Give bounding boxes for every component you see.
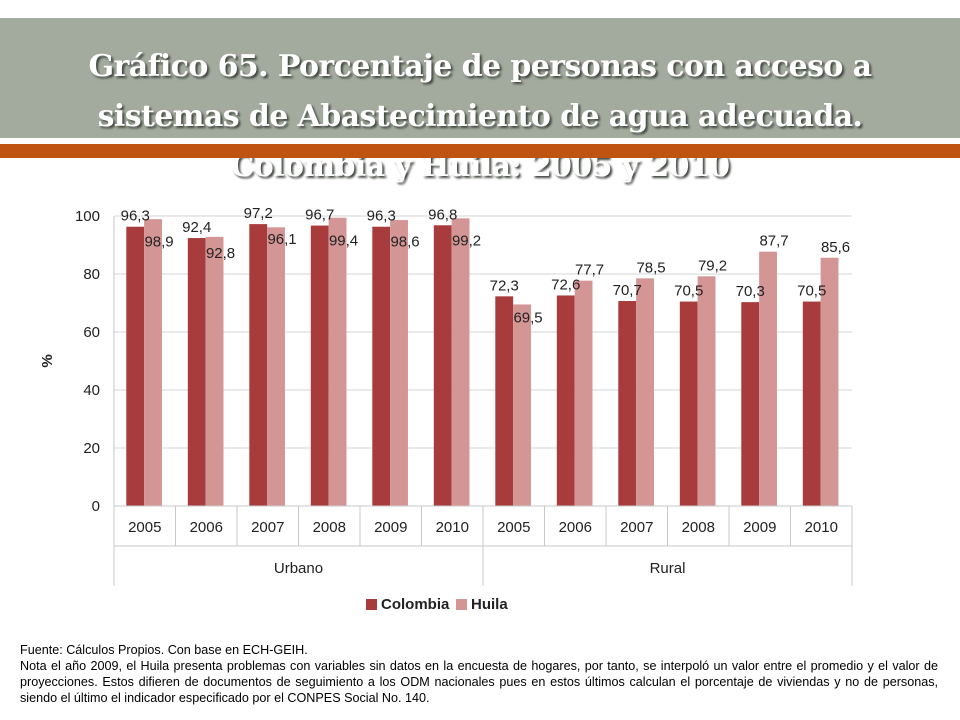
bar-huila-3: [328, 217, 347, 507]
x-tick-label: 2009: [743, 519, 776, 536]
y-tick-label: 0: [92, 498, 100, 515]
page-title: Gráfico 65. Porcentaje de personas con a…: [88, 49, 873, 184]
y-tick-label: 20: [83, 440, 100, 457]
bar-huila-4: [390, 220, 408, 506]
data-label-colombia: 96,3: [367, 208, 396, 225]
data-label-colombia: 96,7: [305, 207, 334, 224]
title-banner: Gráfico 65. Porcentaje de personas con a…: [0, 18, 960, 184]
data-label-huila: 69,5: [513, 309, 542, 326]
data-label-huila: 98,9: [144, 234, 173, 251]
group-label-urbano: Urbano: [274, 560, 323, 577]
x-tick-label: 2005: [497, 519, 530, 536]
bar-huila-6: [513, 304, 531, 506]
x-tick-label: 2010: [805, 519, 838, 536]
data-label-huila: 79,2: [698, 257, 727, 274]
bar-colombia-4: [372, 226, 391, 507]
data-label-colombia: 70,3: [736, 283, 765, 300]
bar-huila-11: [820, 257, 839, 506]
legend-swatch-huila: [456, 599, 467, 610]
bar-chart: 0 20 40 60 80 100% 96,3 98,9 92,4 92,8 97,2 96,1 96,…: [39, 205, 853, 613]
methodology-note: Nota el año 2009, el Huila presenta prob…: [20, 659, 938, 705]
bar-colombia-8: [618, 300, 637, 506]
x-tick-label: 2007: [251, 519, 284, 536]
x-tick-label: 2008: [682, 519, 715, 536]
x-tick-label: 2006: [559, 519, 592, 536]
data-label-huila: 92,8: [206, 245, 235, 262]
data-label-huila: 99,4: [329, 233, 358, 250]
data-label-colombia: 96,3: [121, 208, 150, 225]
bar-colombia-5: [433, 225, 452, 506]
data-label-colombia: 70,7: [613, 282, 642, 299]
x-tick-label: 2006: [190, 519, 223, 536]
y-axis-label: %: [39, 354, 56, 367]
bar-colombia-11: [802, 301, 821, 506]
bar-huila-0: [144, 219, 162, 506]
data-label-colombia: 70,5: [674, 283, 703, 300]
data-label-huila: 77,7: [575, 262, 604, 279]
bar-colombia-7: [556, 295, 575, 506]
legend-label-colombia: Colombia: [381, 596, 450, 613]
x-tick-label: 2007: [620, 519, 653, 536]
data-label-huila: 99,2: [452, 232, 481, 249]
data-label-huila: 98,6: [390, 234, 419, 251]
bar-huila-2: [267, 227, 285, 506]
x-tick-label: 2009: [374, 519, 407, 536]
y-tick-label: 60: [83, 324, 100, 341]
group-label-rural: Rural: [650, 560, 686, 577]
bar-huila-10: [759, 251, 777, 506]
data-label-huila: 85,6: [821, 239, 850, 256]
bar-huila-8: [636, 278, 654, 506]
legend-label-huila: Huila: [471, 596, 508, 613]
footnotes: Fuente: Cálculos Propios. Con base en EC…: [20, 642, 938, 706]
y-tick-label: 40: [83, 382, 100, 399]
bar-colombia-2: [249, 224, 268, 506]
data-label-huila: 87,7: [759, 233, 788, 250]
bar-colombia-10: [741, 302, 760, 506]
bar-huila-9: [697, 276, 716, 506]
data-label-colombia: 97,2: [244, 205, 273, 222]
x-tick-label: 2008: [313, 519, 346, 536]
bar-huila-7: [574, 280, 593, 506]
data-label-colombia: 92,4: [182, 219, 211, 236]
data-label-colombia: 72,3: [490, 277, 519, 294]
data-label-huila: 96,1: [267, 231, 296, 248]
data-label-colombia: 72,6: [551, 276, 580, 293]
bar-colombia-3: [310, 225, 329, 506]
data-label-colombia: 70,5: [797, 283, 826, 300]
data-label-colombia: 96,8: [428, 206, 457, 223]
bar-colombia-0: [126, 226, 145, 507]
bar-huila-1: [205, 236, 224, 506]
bar-huila-5: [451, 218, 470, 506]
x-tick-label: 2010: [436, 519, 469, 536]
x-tick-label: 2005: [128, 519, 161, 536]
source-note: Fuente: Cálculos Propios. Con base en EC…: [20, 643, 308, 657]
legend-swatch-colombia: [366, 599, 377, 610]
y-tick-label: 100: [75, 208, 100, 225]
y-tick-label: 80: [83, 266, 100, 283]
accent-divider: [0, 144, 960, 158]
bar-colombia-6: [495, 296, 514, 506]
bar-colombia-9: [679, 301, 698, 506]
bar-colombia-1: [187, 238, 206, 506]
data-label-huila: 78,5: [636, 259, 665, 276]
